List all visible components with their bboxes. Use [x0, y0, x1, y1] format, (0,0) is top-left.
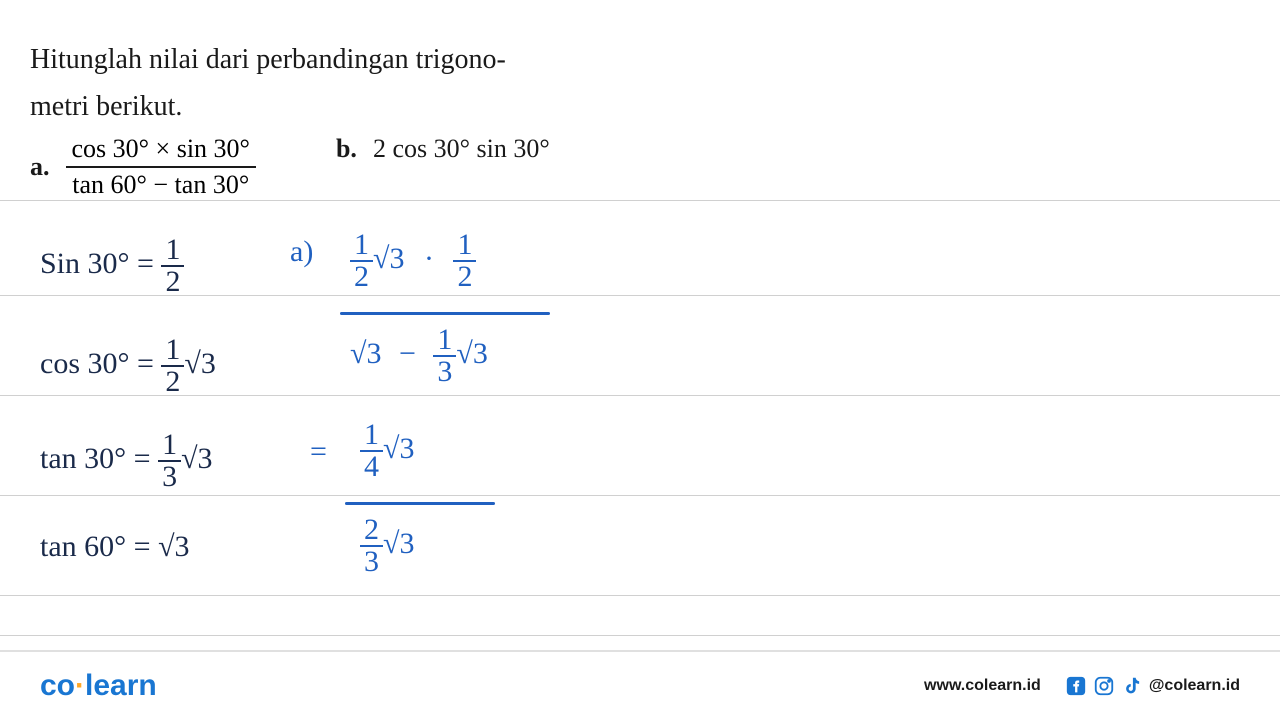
part-a: a. cos 30° × sin 30° tan 60° − tan 30°: [30, 134, 256, 200]
paper-line: [0, 495, 1280, 496]
part-b-expression: 2 cos 30° sin 30°: [373, 134, 550, 164]
footer: co·learn www.colearn.id @colearn.id: [0, 650, 1280, 720]
part-a-fraction: cos 30° × sin 30° tan 60° − tan 30°: [66, 134, 256, 200]
paper-line: [0, 200, 1280, 201]
website-url: www.colearn.id: [924, 677, 1041, 695]
social-handle: @colearn.id: [1149, 677, 1240, 695]
hw-tan30: tan 30° = 13√3: [40, 430, 213, 492]
paper-line: [0, 595, 1280, 596]
hw-equals: =: [310, 435, 327, 469]
question-line-2: metri berikut.: [30, 87, 1250, 126]
social-icons: @colearn.id: [1065, 675, 1240, 697]
hw-step2-num: 14√3: [360, 420, 414, 482]
paper-line: [0, 295, 1280, 296]
footer-right: www.colearn.id @colearn.id: [924, 675, 1240, 697]
tiktok-icon: [1121, 675, 1143, 697]
hw-step1-den: √3 − 13√3: [350, 325, 488, 387]
logo-learn: learn: [85, 669, 157, 702]
part-a-denominator: tan 60° − tan 30°: [66, 168, 255, 200]
hw-step1-num: 12√3 · 12: [350, 230, 476, 292]
part-b-label: b.: [336, 134, 357, 164]
question-line-1: Hitunglah nilai dari perbandingan trigon…: [30, 40, 1250, 79]
logo-co: co: [40, 669, 75, 702]
paper-line: [0, 635, 1280, 636]
instagram-icon: [1093, 675, 1115, 697]
part-a-label: a.: [30, 152, 50, 182]
hw-cos30: cos 30° = 12√3: [40, 335, 216, 397]
hw-sin30: Sin 30° = 12: [40, 235, 184, 297]
hw-tan60: tan 60° = √3: [40, 530, 190, 564]
part-b: b. 2 cos 30° sin 30°: [336, 134, 550, 164]
logo: co·learn: [40, 669, 157, 703]
hw-work-a-label: a): [290, 235, 313, 269]
logo-dot-icon: ·: [75, 669, 85, 702]
hw-step2-fracline: [345, 502, 495, 505]
hw-step1-fracline: [340, 312, 550, 315]
part-a-numerator: cos 30° × sin 30°: [66, 134, 256, 168]
lined-paper-area: Sin 30° = 12 cos 30° = 12√3 tan 30° = 13…: [0, 200, 1280, 640]
hw-step2-den: 23√3: [360, 515, 414, 577]
facebook-icon: [1065, 675, 1087, 697]
